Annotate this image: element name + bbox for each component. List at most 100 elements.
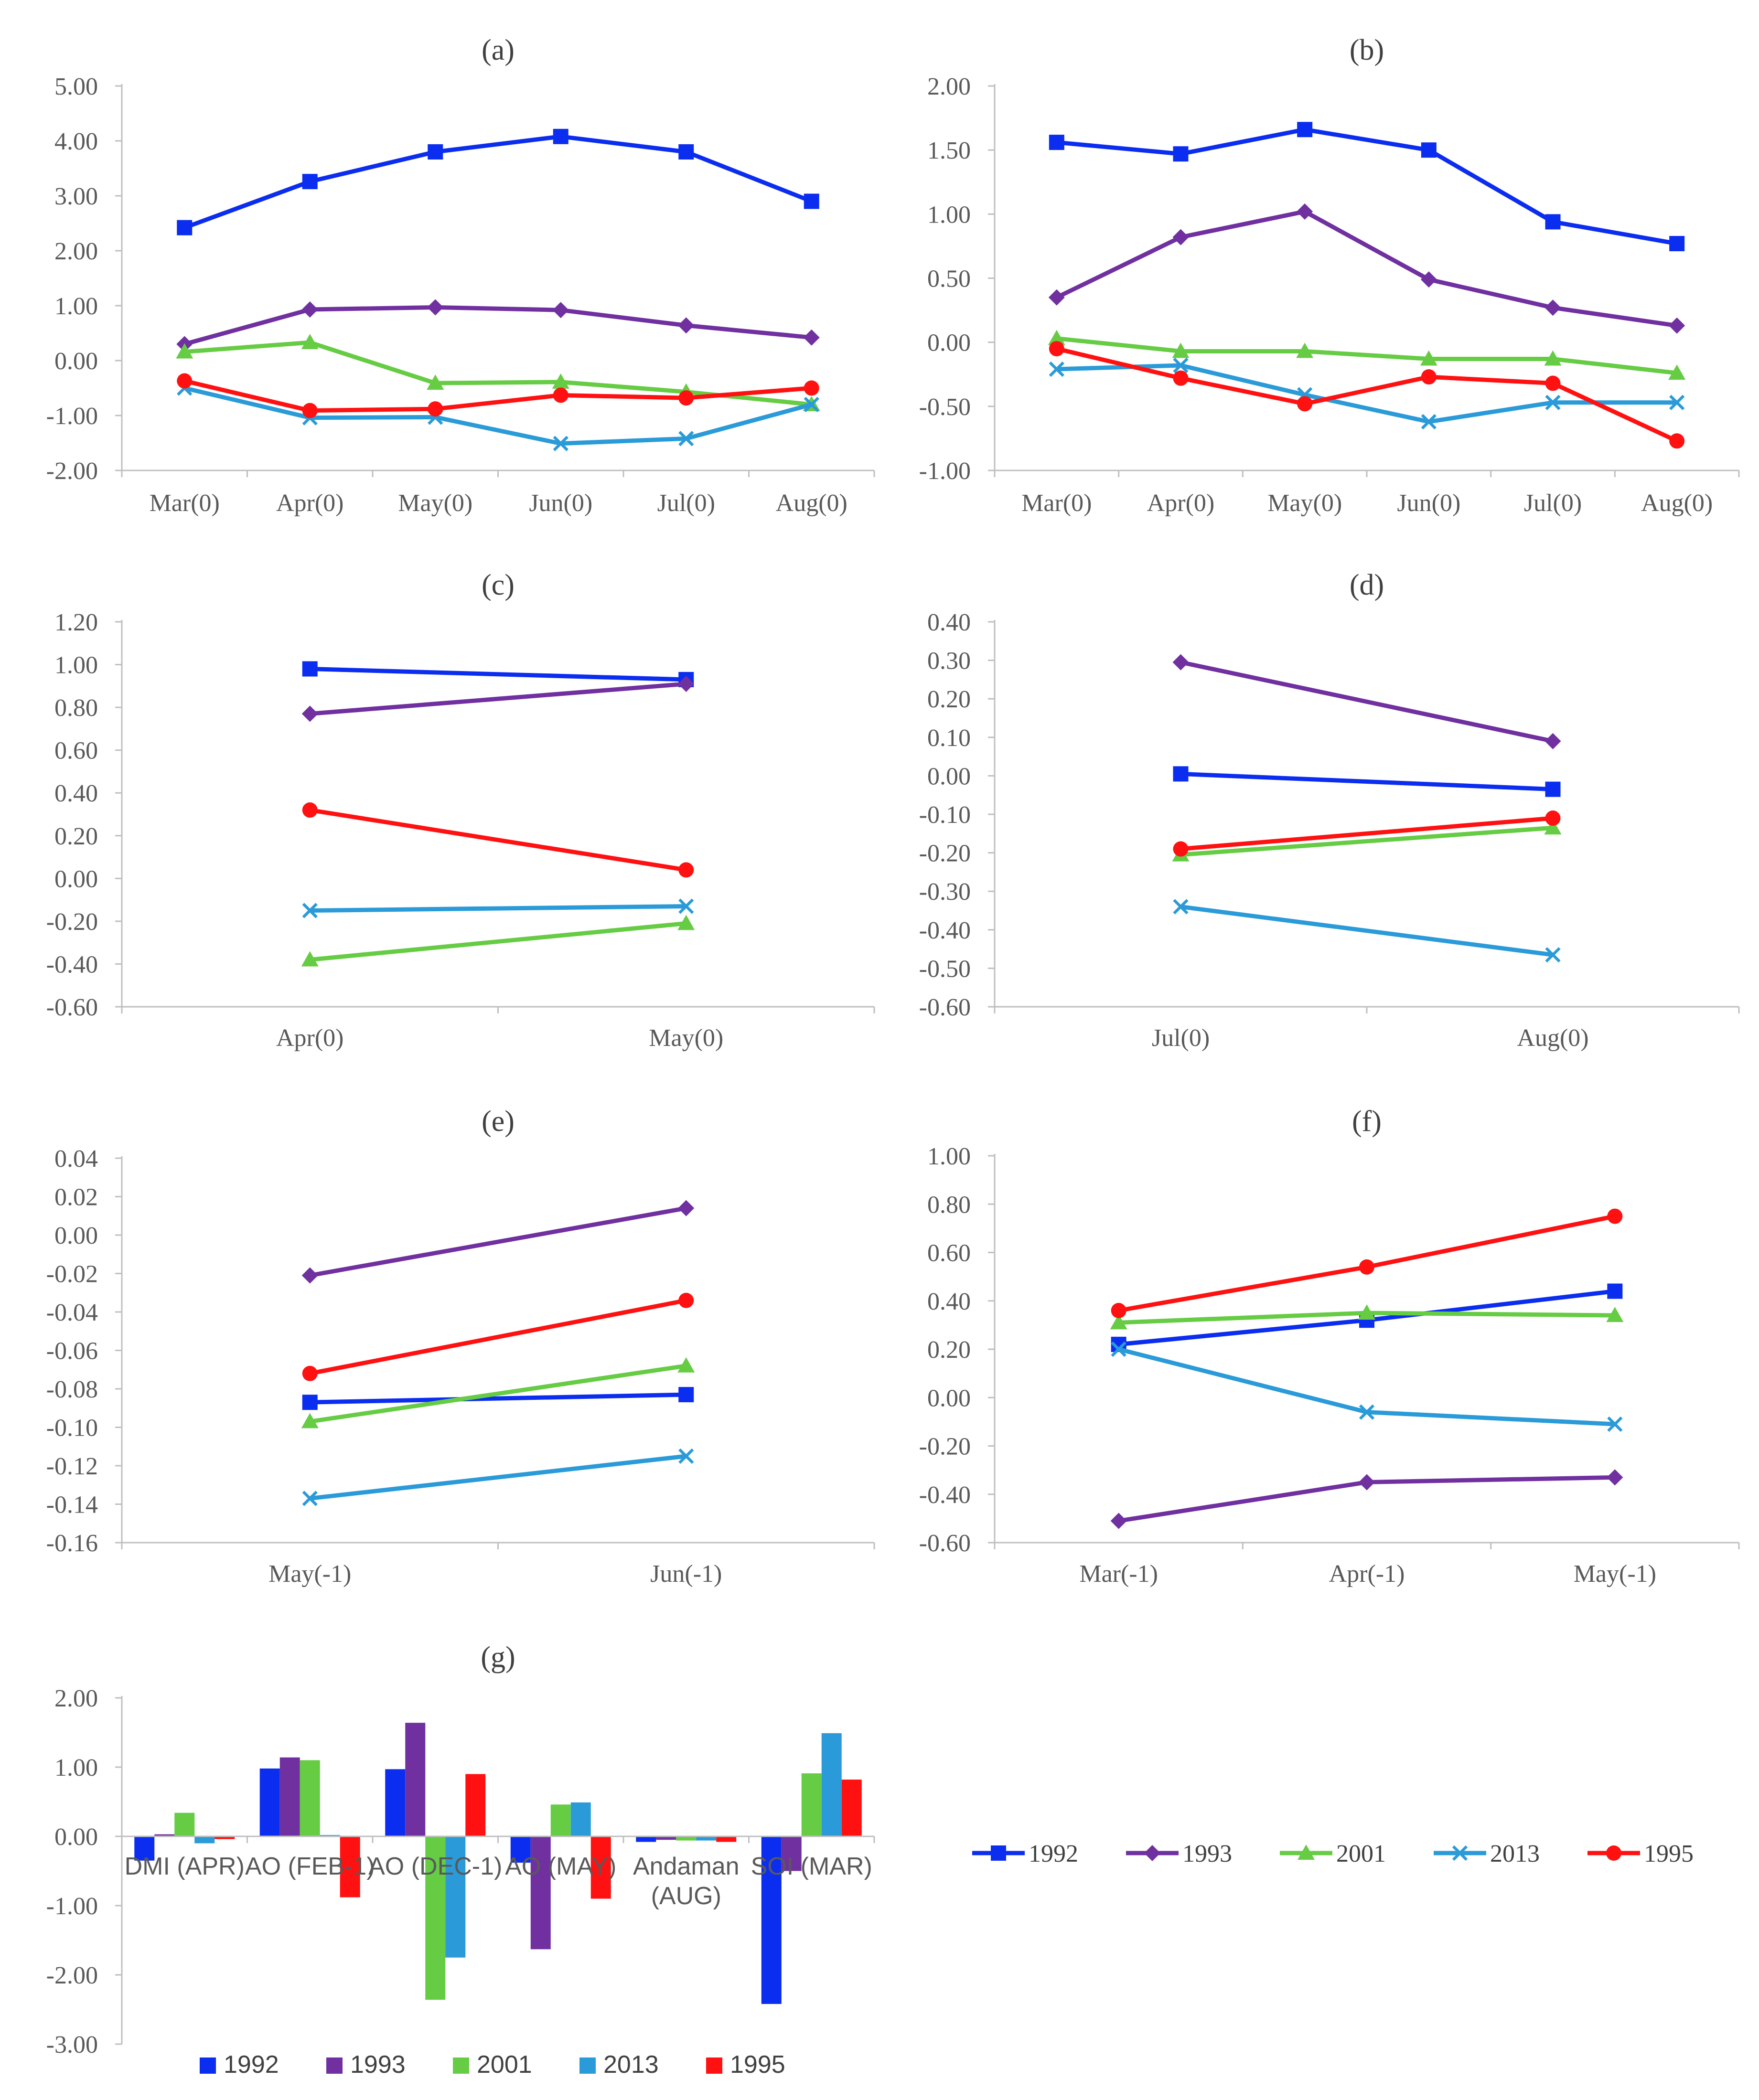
- bar-1993: [530, 1836, 551, 1950]
- data-point-1993: [1172, 654, 1189, 671]
- data-point-1995: [1669, 433, 1685, 449]
- series-line-1995: [309, 1298, 687, 1376]
- series-line-2013: [184, 386, 812, 446]
- data-point-2013: [1421, 414, 1437, 430]
- y-tick-label: -0.50: [919, 394, 971, 421]
- series-1995: [1111, 1208, 1623, 1318]
- y-tick-label: -0.02: [46, 1261, 98, 1288]
- y-tick-label: -0.40: [46, 951, 98, 978]
- y-tick-label: -0.40: [919, 1482, 971, 1509]
- y-tick-label: 0.04: [54, 1145, 98, 1173]
- data-point-1993: [803, 329, 820, 346]
- data-point-1993: [301, 705, 318, 722]
- legend-marker: [1298, 1844, 1315, 1860]
- data-point-2001: [677, 1357, 695, 1373]
- data-point-1992: [1669, 236, 1685, 252]
- data-point-2001: [1544, 350, 1562, 366]
- bar-1995: [465, 1774, 486, 1836]
- panel-title: (b): [1350, 34, 1384, 66]
- y-tick-label: -0.50: [919, 955, 971, 982]
- data-point-1995: [678, 862, 694, 878]
- x-tick-label: May(0): [398, 490, 472, 517]
- series-line-1992: [310, 667, 686, 682]
- legend-label: 1995: [1644, 1840, 1694, 1867]
- bar-legend: 1992 1993 2001 2013 1995: [200, 2051, 785, 2079]
- x-tick-label: DMI (APR): [125, 1853, 245, 1880]
- y-tick-label: -2.00: [46, 458, 98, 485]
- legend-marker: [1606, 1845, 1621, 1861]
- series-1993: [1172, 654, 1561, 749]
- legend-item-2001: 2001: [1280, 1840, 1386, 1867]
- data-point-1992: [1545, 781, 1561, 797]
- x-tick-label: AO (DEC-1): [368, 1853, 502, 1880]
- data-point-2001: [1048, 330, 1065, 345]
- bar-legend-item-1992: 1992: [200, 2051, 279, 2079]
- y-tick-label: -2.00: [46, 1962, 98, 1989]
- data-point-1995: [553, 387, 568, 403]
- x-tick-label: Jul(0): [1152, 1024, 1210, 1052]
- series-2001: [301, 915, 695, 967]
- series-1993: [1048, 203, 1685, 334]
- bar-2001: [550, 1804, 571, 1836]
- y-tick-label: -0.14: [46, 1492, 98, 1519]
- series-line-1992: [310, 1392, 686, 1405]
- x-tick-label: Apr(0): [276, 1024, 344, 1052]
- y-tick-label: 0.20: [54, 823, 98, 850]
- y-tick-label: 1.00: [927, 1143, 971, 1170]
- y-tick-label: -0.20: [46, 908, 98, 936]
- series-2001: [1172, 819, 1562, 862]
- data-point-1995: [678, 390, 694, 406]
- x-tick-label: May(-1): [1574, 1560, 1656, 1588]
- data-point-1995: [1173, 841, 1189, 857]
- data-point-2001: [1668, 364, 1686, 380]
- data-point-2001: [1296, 342, 1314, 358]
- y-tick-label: 0.00: [54, 865, 98, 893]
- bar-legend-item-1995: 1995: [706, 2051, 785, 2079]
- y-tick-label: -0.06: [46, 1338, 98, 1365]
- data-point-2013: [1669, 394, 1685, 410]
- legend-item-1993: 1993: [1126, 1840, 1232, 1867]
- series-line-1993: [184, 305, 812, 346]
- series-1993: [301, 1200, 695, 1284]
- panel-title: (e): [482, 1105, 515, 1138]
- data-point-2013: [1111, 1341, 1126, 1357]
- x-tick-label: Jun(-1): [650, 1560, 722, 1588]
- data-point-2001: [1358, 1304, 1375, 1320]
- data-point-1992: [1049, 135, 1064, 150]
- data-point-1995: [1359, 1259, 1374, 1275]
- series-2013: [1111, 1341, 1623, 1432]
- legend-item-1992: 1992: [972, 1840, 1078, 1867]
- legend-marker: [1452, 1845, 1468, 1861]
- bar-2001: [300, 1760, 320, 1836]
- data-point-1995: [1421, 369, 1437, 385]
- bar-legend-item-2013: 2013: [579, 2051, 659, 2079]
- data-point-1995: [1607, 1208, 1623, 1224]
- y-tick-label: 0.20: [927, 1336, 971, 1364]
- panel-title: (d): [1350, 569, 1384, 601]
- y-tick-label: 0.30: [927, 648, 971, 675]
- data-point-1995: [804, 380, 819, 396]
- y-tick-label: -0.12: [46, 1453, 98, 1480]
- y-tick-label: 0.60: [927, 1240, 971, 1267]
- legend-label: 1995: [730, 2051, 785, 2079]
- y-tick-label: -0.10: [46, 1415, 98, 1442]
- legend-label: 2001: [1336, 1840, 1386, 1867]
- data-point-1995: [428, 401, 443, 417]
- panel-title: (c): [482, 569, 515, 601]
- bar-1992: [259, 1768, 280, 1836]
- data-point-1993: [1048, 289, 1065, 306]
- data-point-2001: [552, 373, 569, 389]
- y-tick-label: 1.50: [927, 137, 971, 164]
- data-point-1992: [428, 144, 443, 160]
- data-point-1995: [302, 1365, 318, 1381]
- data-point-1993: [552, 302, 569, 319]
- series-2013: [302, 898, 694, 918]
- y-tick-label: -0.08: [46, 1376, 98, 1403]
- bar-1995: [841, 1780, 862, 1836]
- data-point-2013: [1173, 357, 1189, 373]
- data-point-1993: [678, 675, 695, 692]
- data-point-1992: [678, 1387, 694, 1403]
- bar-1992: [636, 1836, 656, 1842]
- y-tick-label: -1.00: [919, 458, 971, 485]
- data-point-1992: [302, 174, 318, 190]
